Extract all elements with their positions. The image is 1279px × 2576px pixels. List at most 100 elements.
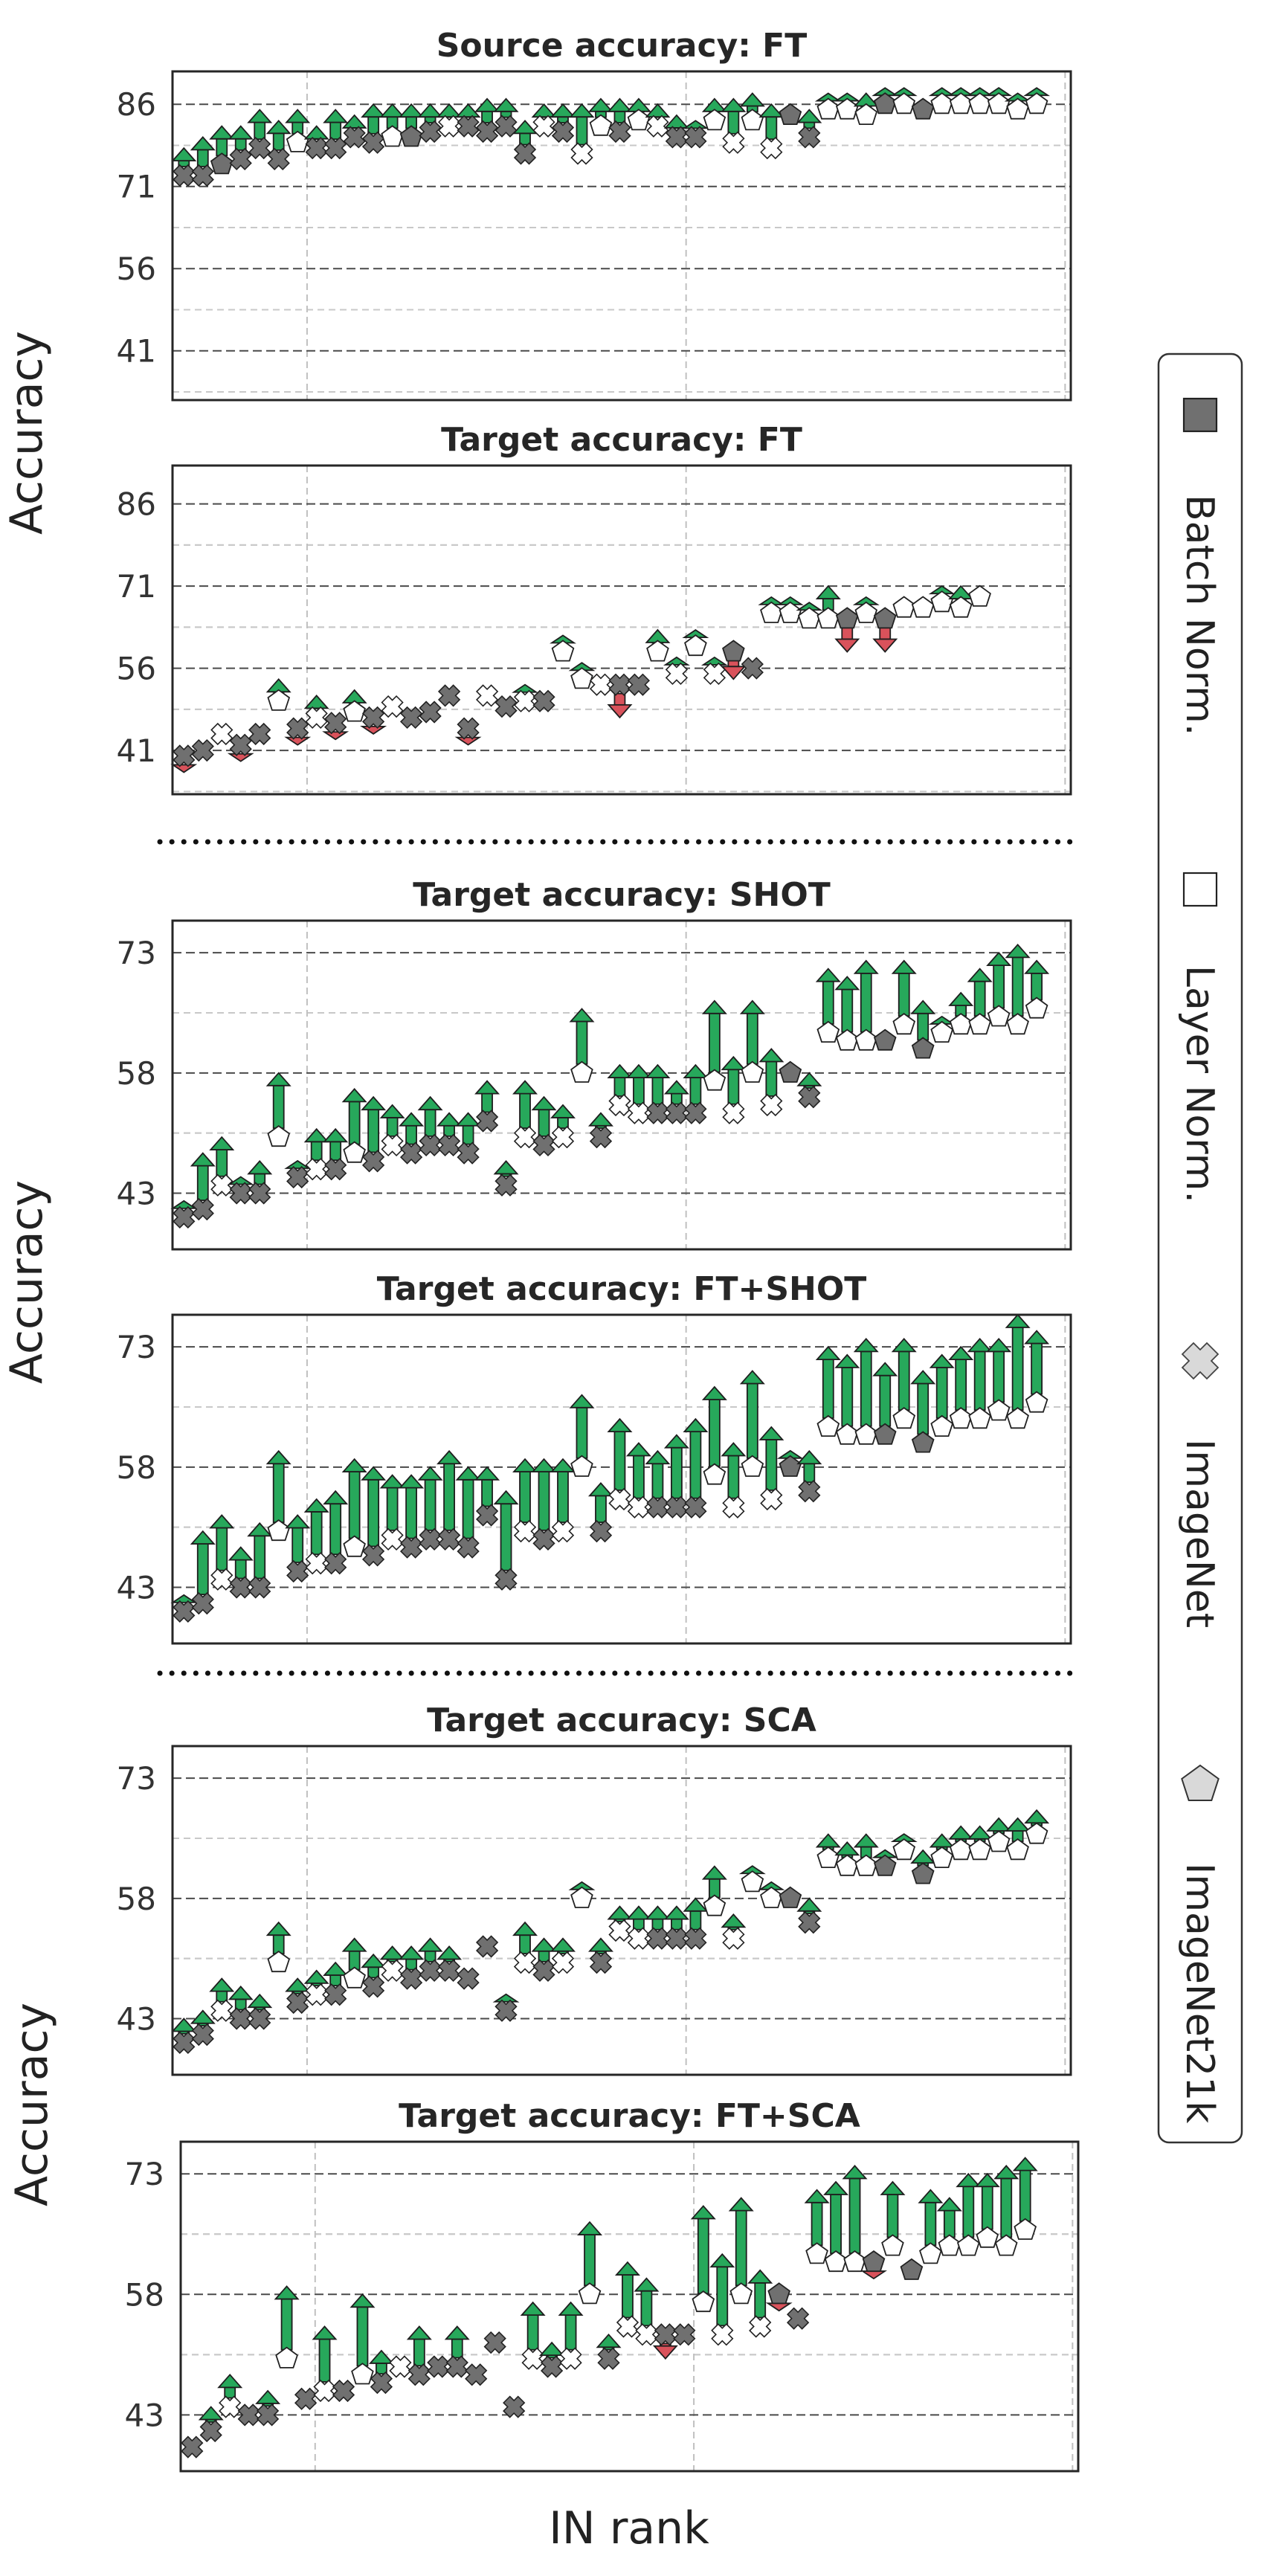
data-point	[739, 1370, 765, 1477]
data-point	[569, 1008, 595, 1083]
data-point	[814, 92, 842, 120]
y-tick-label: 86	[117, 486, 156, 523]
increase-arrow-shaft	[973, 980, 986, 1017]
imagenet21k-marker	[381, 125, 404, 147]
imagenet21k-marker	[968, 1838, 991, 1861]
data-point	[399, 706, 423, 730]
data-point	[607, 1063, 633, 1117]
imagenet21k-marker	[1006, 1406, 1029, 1429]
increase-arrow-head	[607, 97, 633, 112]
imagenet21k-marker	[570, 1455, 593, 1477]
imagenet21k-marker	[703, 1069, 727, 1091]
imagenet-marker	[798, 126, 821, 149]
imagenet-marker	[551, 1125, 575, 1149]
increase-arrow-head	[625, 1063, 651, 1078]
plot-frame	[171, 70, 1072, 402]
data-point	[493, 97, 519, 138]
data-point	[721, 1055, 747, 1124]
imagenet-marker	[798, 1086, 821, 1109]
data-point	[853, 1337, 879, 1445]
data-point	[663, 1080, 689, 1124]
imagenet-marker	[437, 684, 461, 707]
data-point	[520, 2301, 546, 2370]
data-point	[389, 2355, 412, 2378]
data-point	[607, 1905, 633, 1942]
imagenet-marker	[551, 120, 575, 144]
data-point	[417, 1937, 443, 1983]
y-tick-label: 43	[117, 2001, 156, 2038]
chart-title: Source accuracy: FT	[436, 27, 808, 65]
imagenet-marker	[457, 1967, 480, 1990]
data-point	[587, 1482, 613, 1543]
imagenet21k-marker	[854, 601, 878, 623]
data-point	[645, 1063, 671, 1124]
data-point	[634, 2277, 660, 2346]
increase-arrow-shaft	[1019, 2169, 1031, 2222]
increase-arrow-shaft	[329, 1141, 342, 1162]
data-point	[860, 2250, 887, 2280]
imagenet21k-marker	[835, 1423, 859, 1445]
increase-arrow-head	[948, 991, 974, 1006]
increase-arrow-head	[645, 1063, 671, 1078]
imagenet-marker	[786, 2307, 810, 2330]
increase-arrow-shaft	[651, 1463, 664, 1499]
data-point	[796, 1072, 822, 1109]
imagenet21k-marker	[873, 1028, 897, 1051]
data-point	[399, 1945, 425, 1990]
decrease-arrow-head	[652, 2345, 678, 2360]
increase-arrow-shaft	[280, 2298, 293, 2351]
data-point	[823, 2180, 849, 2273]
imagenet-marker	[173, 744, 196, 767]
increase-arrow-head	[683, 1897, 709, 1912]
imagenet21k-marker	[703, 109, 727, 131]
increase-arrow-head	[682, 120, 709, 129]
data-point	[929, 1833, 955, 1869]
data-point	[721, 97, 747, 154]
imagenet21k-marker	[779, 1060, 802, 1083]
increase-arrow-head	[796, 1072, 822, 1086]
imagenet-marker	[248, 2007, 271, 2030]
data-point	[967, 1825, 993, 1861]
chart-title: Target accuracy: FT	[441, 421, 802, 459]
imagenet-marker	[381, 695, 404, 718]
data-point	[663, 1905, 689, 1950]
increase-arrow-head	[323, 1961, 349, 1976]
increase-arrow-shaft	[500, 1503, 512, 1571]
imagenet21k-marker	[968, 92, 991, 115]
legend-swatch	[1182, 397, 1218, 433]
data-point	[483, 2331, 506, 2354]
data-point	[171, 2018, 197, 2055]
legend-label: Batch Norm.	[1177, 495, 1222, 735]
imagenet21k-marker	[1025, 996, 1048, 1019]
y-tick-label: 43	[117, 1570, 156, 1606]
increase-arrow-shaft	[1011, 956, 1024, 1017]
increase-arrow-shaft	[1031, 1342, 1043, 1395]
increase-arrow-head	[834, 1353, 860, 1368]
data-point	[265, 1449, 291, 1542]
imagenet21k-marker	[779, 1886, 802, 1908]
imagenet-marker	[305, 136, 328, 160]
imagenet21k-marker	[1006, 1838, 1029, 1861]
data-point	[417, 1466, 443, 1551]
data-point	[399, 103, 425, 147]
imagenet-marker	[173, 1205, 196, 1229]
increase-arrow-head	[853, 1833, 879, 1848]
data-point	[399, 1474, 425, 1559]
imagenet21k-marker	[873, 607, 897, 629]
decrease-arrow-head	[834, 638, 860, 653]
increase-arrow-head	[399, 103, 425, 118]
imagenet21k-marker	[949, 1012, 973, 1035]
imagenet21k-marker	[994, 2234, 1018, 2256]
data-point	[170, 744, 198, 773]
increase-arrow-head	[341, 1458, 367, 1472]
imagenet21k-marker	[570, 667, 593, 689]
imagenet-marker	[798, 1480, 821, 1503]
y-tick-label: 73	[117, 1760, 156, 1797]
plot-frame	[171, 1745, 1072, 2076]
data-point	[474, 1466, 500, 1527]
data-point	[721, 1913, 747, 1950]
increase-arrow-shaft	[754, 2282, 767, 2319]
increase-arrow-head	[986, 951, 1012, 967]
y-axis-label: Accuracy	[6, 2003, 58, 2206]
data-point	[1005, 1313, 1031, 1429]
